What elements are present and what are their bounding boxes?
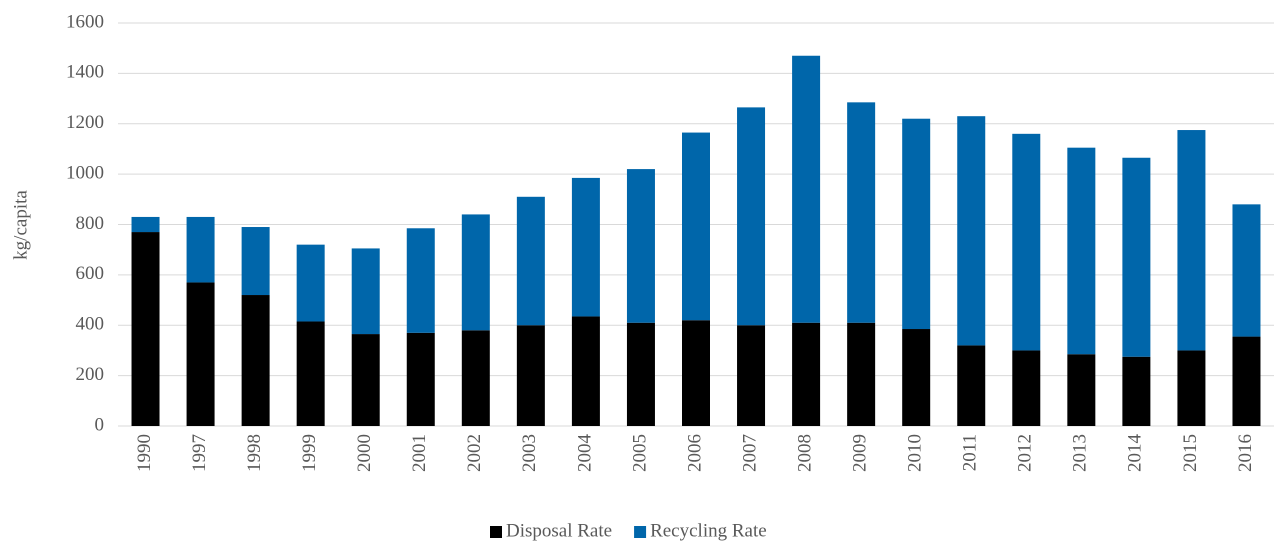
bar-segment [296, 321, 325, 426]
bar-segment [516, 325, 545, 426]
bar-segment [847, 102, 876, 323]
x-tick-label: 2000 [354, 434, 375, 472]
bar-segment [682, 132, 710, 321]
y-tick-label: 1400 [66, 62, 104, 83]
bar-segment [737, 325, 766, 426]
bar-segment [1122, 356, 1151, 426]
x-tick-label: 2006 [684, 434, 705, 472]
bar-segment [792, 55, 821, 323]
legend-label: Recycling Rate [650, 520, 767, 541]
x-tick-label: 2005 [629, 434, 650, 472]
legend-swatch [490, 526, 502, 538]
x-tick-label: 2012 [1015, 434, 1036, 472]
bar-segment [682, 320, 710, 426]
bar-segment [1012, 350, 1041, 426]
bar-segment [461, 330, 490, 426]
x-tick-label: 2004 [574, 434, 595, 473]
x-tick-label: 1998 [244, 434, 265, 472]
x-tick-label: 2010 [905, 434, 926, 472]
bar-segment [351, 248, 380, 335]
y-tick-label: 600 [76, 263, 105, 284]
x-tick-label: 2015 [1180, 434, 1201, 472]
y-tick-label: 800 [76, 213, 105, 234]
bar-segment [847, 322, 876, 426]
x-tick-label: 2014 [1125, 434, 1146, 473]
x-tick-label: 2008 [794, 434, 815, 472]
bar-segment [351, 334, 380, 426]
x-tick-label: 2007 [739, 434, 760, 472]
bar-segment [626, 322, 655, 426]
bar-segment [186, 282, 215, 426]
bar-segment [957, 116, 986, 346]
bar-segment [241, 227, 270, 296]
bar-segment [406, 228, 435, 333]
bar-segment [1232, 336, 1261, 426]
y-tick-label: 1000 [66, 162, 104, 183]
y-tick-label: 400 [76, 314, 105, 335]
bar-segment [296, 244, 325, 322]
x-tick-label: 2001 [409, 434, 430, 472]
x-tick-label: 1999 [299, 434, 320, 472]
x-tick-label: 2011 [960, 434, 981, 471]
bar-segment [1067, 354, 1096, 426]
legend-label: Disposal Rate [506, 520, 612, 541]
bar-segment [902, 118, 931, 330]
bar-segment [1177, 350, 1206, 426]
bar-segment [957, 345, 986, 426]
bar-segment [516, 196, 545, 326]
y-tick-label: 1200 [66, 112, 104, 133]
bar-segment [1012, 133, 1041, 351]
bar-segment [131, 232, 160, 426]
bar-segment [461, 214, 490, 331]
bar-segment [626, 169, 655, 323]
bar-segment [186, 216, 215, 283]
legend-swatch [634, 526, 647, 538]
bar-segment [1177, 130, 1206, 351]
bar-segment [571, 316, 600, 426]
x-tick-label: 1990 [134, 434, 155, 472]
y-tick-label: 200 [76, 364, 105, 385]
bar-segment [1067, 147, 1096, 355]
bar-segment [792, 322, 821, 426]
bar-segment [241, 295, 270, 426]
x-tick-label: 2002 [464, 434, 485, 472]
x-tick-label: 2003 [519, 434, 540, 472]
y-tick-label: 1600 [66, 11, 104, 32]
y-tick-label: 0 [95, 414, 105, 435]
bar-segment [1232, 204, 1261, 337]
bar-segment [406, 332, 435, 426]
x-tick-label: 2009 [850, 434, 871, 472]
x-tick-label: 2013 [1070, 434, 1091, 472]
bar-segment [1122, 157, 1151, 357]
y-axis-label: kg/capita [10, 190, 31, 260]
bar-segment [902, 329, 931, 426]
bar-segment [737, 107, 766, 326]
bar-segment [571, 177, 600, 317]
bar-segment [131, 216, 160, 233]
x-tick-label: 2016 [1235, 434, 1256, 472]
x-tick-label: 1997 [189, 434, 210, 472]
